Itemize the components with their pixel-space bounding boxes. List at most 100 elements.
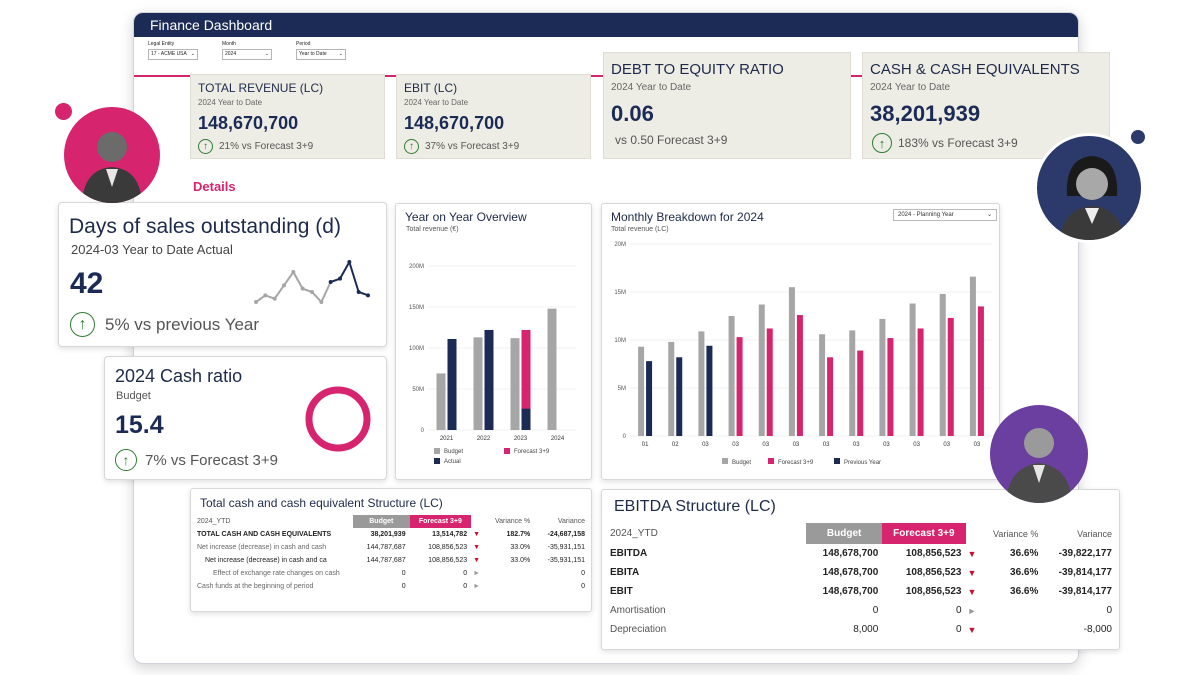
filter-label: Month [222, 41, 236, 47]
cell-variance-pct: 182.7% [506, 531, 531, 538]
row-label: EBIT [610, 586, 633, 597]
bar-forecast [736, 337, 743, 436]
kpi-subtitle: 2024 Year to Date [611, 82, 692, 93]
cell-budget: 8,000 [853, 624, 879, 635]
col-variance[interactable]: Variance [1077, 528, 1112, 539]
arrow-up-icon: ↑ [198, 139, 213, 154]
table-row[interactable]: EBITDA 148,678,700 108,856,523 ▼ 36.6% -39,82… [606, 544, 1116, 563]
legal-entity-select[interactable]: 17 - ACME USA ⌄ [148, 49, 198, 60]
bar-budget [668, 341, 675, 436]
table-row[interactable]: Cash funds at the beginning of period 0 0 ►… [193, 580, 589, 593]
bar-budget [969, 276, 976, 436]
bar-forecast [796, 315, 803, 436]
x-tick-label: 2022 [477, 436, 491, 442]
avatar-woman-right [1034, 133, 1144, 243]
arrow-up-icon: ↑ [404, 139, 419, 154]
cell-budget: 38,201,939 [370, 531, 406, 538]
sparkline-previous [255, 270, 332, 304]
sparkline-point [356, 290, 361, 294]
cash-ratio-card[interactable]: 2024 Cash ratio Budget 15.4 ↑ 7% vs Fore… [104, 356, 387, 480]
y-tick-label: 0 [421, 428, 425, 434]
kpi-subtitle: 2024 Year to Date [404, 98, 469, 107]
month-select[interactable]: 2024 ⌄ [222, 49, 272, 60]
kpi-footer: ↑ 37% vs Forecast 3+9 [404, 139, 519, 154]
bar-actual [447, 338, 457, 430]
dso-title: Days of sales outstanding (d) [69, 215, 341, 238]
bar-forecast [827, 357, 834, 436]
triangle-right-icon: ► [473, 570, 481, 577]
col-forecast[interactable]: Forecast 3+9 [409, 515, 472, 528]
decor-dot-navy [1131, 130, 1145, 144]
row-label: Net increase (decrease) in cash and ca [205, 557, 327, 564]
table-row[interactable]: TOTAL CASH AND CASH EQUIVALENTS 38,201,93… [193, 528, 589, 541]
kpi-title: EBIT (LC) [404, 81, 458, 95]
legend-label: Forecast 3+9 [514, 449, 550, 455]
legend-label: Budget [732, 460, 751, 466]
y-tick-label: 200M [409, 264, 424, 270]
planning-year-select[interactable]: 2024 - Planning Year ⌄ [893, 209, 997, 221]
kpi-value: 0.06 [611, 101, 654, 126]
table-row[interactable]: Depreciation 8,000 0 ▼ -8,000 [606, 620, 1116, 639]
x-tick-label: 03 [823, 442, 830, 448]
cell-variance-pct: 36.6% [1010, 586, 1039, 597]
bar-budget [638, 346, 645, 436]
chevron-down-icon: ⌄ [338, 51, 343, 57]
cash-ratio-footer: ↑ 7% vs Forecast 3+9 [115, 449, 278, 471]
cell-variance: -39,814,177 [1058, 586, 1112, 597]
col-variance[interactable]: Variance [557, 518, 585, 525]
period-label: 2024_YTD [197, 518, 231, 525]
table-row[interactable]: Net increase (decrease) in cash and cash… [193, 541, 589, 554]
col-forecast[interactable]: Forecast 3+9 [882, 523, 966, 544]
bar-forecast [977, 306, 984, 436]
cell-variance: 0 [581, 583, 585, 590]
sparkline-point [366, 293, 370, 298]
table-row[interactable]: Amortisation 0 0 ► 0 [606, 601, 1116, 620]
cell-budget: 148,678,700 [822, 586, 879, 597]
legend-swatch [434, 448, 440, 454]
bar-forecast [521, 329, 531, 430]
dso-card[interactable]: Days of sales outstanding (d) 2024-03 Ye… [58, 202, 387, 347]
kpi-title: CASH & CASH EQUIVALENTS [870, 61, 1080, 78]
bar-budget [473, 337, 483, 430]
x-tick-label: 2024 [551, 436, 565, 442]
col-variance-pct[interactable]: Variance % [494, 518, 531, 525]
cash-structure-card: Total cash and cash equivalent Structure… [190, 488, 592, 612]
bar-previous-year [676, 357, 683, 436]
col-budget[interactable]: Budget [806, 523, 883, 544]
filter-legal-entity: Legal Entity 17 - ACME USA ⌄ [148, 41, 198, 60]
period-label: 2024_YTD [610, 528, 658, 539]
y-tick-label: 150M [409, 305, 424, 311]
kpi-debt-to-equity[interactable]: DEBT TO EQUITY RATIO 2024 Year to Date 0… [603, 52, 851, 159]
kpi-ebit[interactable]: EBIT (LC) 2024 Year to Date 148,670,700 … [396, 74, 591, 159]
monthly-bar-chart: 0 5M 10M 15M 20M 01 02 03 03 03 03 03 03 03 03 03 03 Budg… [614, 242, 992, 466]
col-variance-pct[interactable]: Variance % [993, 528, 1039, 539]
table-row[interactable]: Effect of exchange rate changes on cash 0… [193, 567, 589, 580]
bar-budget [849, 330, 856, 436]
triangle-down-icon: ▼ [473, 531, 481, 538]
x-tick-label: 03 [853, 442, 860, 448]
monthly-subtitle: Total revenue (LC) [611, 226, 669, 233]
kpi-footer: ↑ 183% vs Forecast 3+9 [872, 133, 1018, 153]
bar-forecast [857, 350, 864, 436]
ebitda-structure-card: EBITDA Structure (LC) 2024_YTD Budget Fo… [601, 489, 1120, 650]
col-budget[interactable]: Budget [353, 515, 410, 528]
cell-variance: -39,814,177 [1058, 567, 1112, 578]
x-tick-label: 03 [943, 442, 950, 448]
cell-forecast: 108,856,523 [905, 548, 962, 559]
x-tick-label: 01 [642, 442, 649, 448]
y-tick-label: 50M [412, 387, 424, 393]
cell-variance: -8,000 [1083, 624, 1112, 635]
bar-actual [484, 329, 494, 430]
table-row[interactable]: Net increase (decrease) in cash and ca 14… [193, 554, 589, 567]
dso-value: 42 [70, 267, 104, 300]
bar-budget [788, 287, 795, 436]
period-select[interactable]: Year to Date ⌄ [296, 49, 346, 60]
avatar-man-left [64, 107, 160, 203]
cell-forecast: 0 [463, 570, 468, 577]
yoy-subtitle: Total revenue (€) [406, 226, 459, 233]
bar-budget [939, 293, 946, 436]
y-tick-label: 100M [409, 346, 424, 352]
table-row[interactable]: EBIT 148,678,700 108,856,523 ▼ 36.6% -39,814,… [606, 582, 1116, 601]
table-row[interactable]: EBITA 148,678,700 108,856,523 ▼ 36.6% -39,814… [606, 563, 1116, 582]
kpi-total-revenue[interactable]: TOTAL REVENUE (LC) 2024 Year to Date 148… [190, 74, 385, 159]
